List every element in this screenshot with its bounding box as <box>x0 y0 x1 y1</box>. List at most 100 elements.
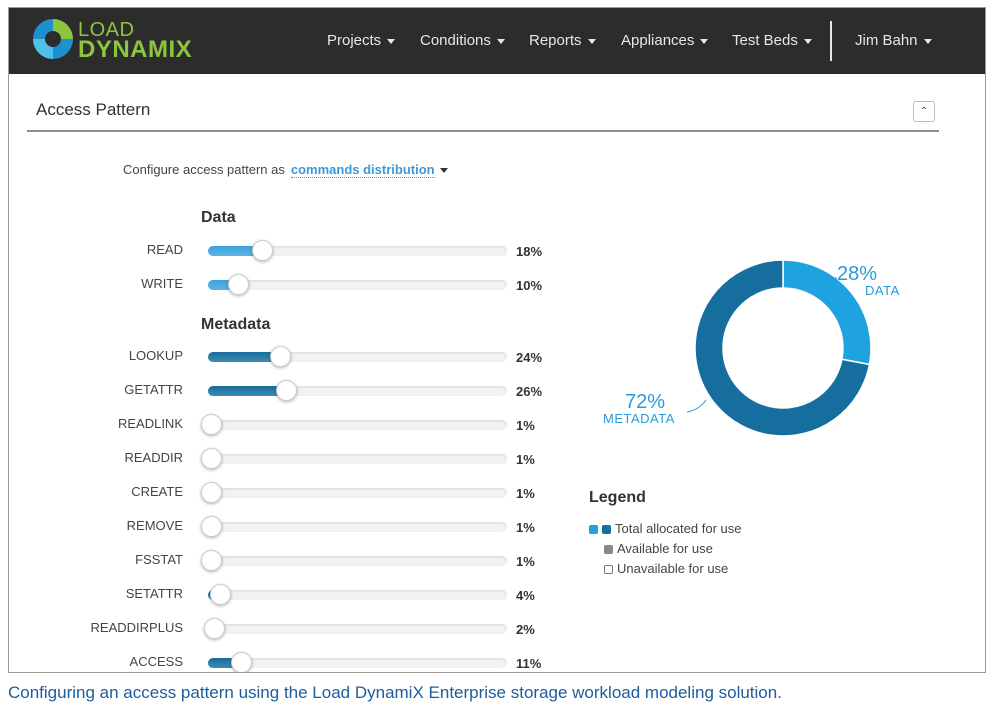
slider-value: 1% <box>516 452 535 467</box>
config-label: Configure access pattern as <box>123 162 285 177</box>
slider-getattr[interactable] <box>208 380 507 401</box>
slider-label: READ <box>146 242 183 257</box>
donut-leader-lines <box>686 277 838 413</box>
slider-value: 2% <box>516 622 535 637</box>
caret-down-icon <box>439 168 448 174</box>
slider-handle[interactable] <box>200 448 222 469</box>
slider-fill <box>208 352 280 362</box>
legend-label: Total allocated for use <box>615 521 742 536</box>
slider-handle[interactable] <box>209 584 231 605</box>
slider-fill <box>208 280 238 290</box>
caret-down-icon <box>923 38 932 44</box>
slider-label: FSSTAT <box>135 552 183 567</box>
caret-down-icon <box>496 38 505 44</box>
nav-reports[interactable]: Reports <box>529 32 596 49</box>
leader-line-data <box>820 277 838 289</box>
double-chevron-up-icon: ⌃ <box>919 106 929 117</box>
slider-handle[interactable] <box>203 618 225 639</box>
slider-handle[interactable] <box>200 516 222 537</box>
legend-swatch <box>604 545 613 554</box>
nav-projects[interactable]: Projects <box>327 32 396 49</box>
slider-label: ACCESS <box>129 654 183 669</box>
slider-label: CREATE <box>131 484 183 499</box>
slider-handle[interactable] <box>227 274 249 295</box>
slider-fsstat[interactable] <box>200 550 507 571</box>
donut-label-metadata-pct: 72% <box>625 391 666 413</box>
divider <box>27 130 939 132</box>
slider-access[interactable] <box>208 652 507 672</box>
slider-fill <box>208 386 286 396</box>
slider-label: READDIRPLUS <box>90 620 183 635</box>
nav-appliances[interactable]: Appliances <box>621 32 709 49</box>
navbar: LOAD DYNAMIX Projects Conditions Reports… <box>9 8 985 74</box>
slider-handle[interactable] <box>200 482 222 503</box>
user-menu[interactable]: Jim Bahn <box>855 32 932 49</box>
legend-label: Unavailable for use <box>617 561 729 576</box>
legend-title: Legend <box>589 489 646 506</box>
legend-item-unavailable: Unavailable for use <box>604 561 728 576</box>
slider-remove[interactable] <box>200 516 507 537</box>
slider-value: 1% <box>516 554 535 569</box>
slider-value: 26% <box>516 384 543 399</box>
slider-value: 1% <box>516 520 535 535</box>
nav-label: Projects <box>327 32 382 49</box>
donut-chart <box>694 259 872 437</box>
slider-readlink[interactable] <box>200 414 507 435</box>
caret-down-icon <box>387 38 396 44</box>
slider-write[interactable] <box>208 274 507 295</box>
legend-swatch <box>602 525 611 534</box>
slider-handle[interactable] <box>230 652 252 672</box>
slider-handle[interactable] <box>251 240 273 261</box>
slider-label: GETATTR <box>124 382 183 397</box>
donut-label-data-pct: 28% <box>837 263 878 285</box>
logo-line2: DYNAMIX <box>78 36 193 63</box>
slider-value: 10% <box>516 278 543 293</box>
slider-label: REMOVE <box>126 518 183 533</box>
panel-title: Access Pattern <box>36 100 151 119</box>
slider-label: SETATTR <box>125 586 183 601</box>
caret-down-icon <box>700 38 709 44</box>
donut-label-metadata: METADATA <box>603 411 675 426</box>
slider-handle[interactable] <box>200 414 222 435</box>
slider-readdir[interactable] <box>200 448 507 469</box>
donut-slice-metadata <box>694 259 871 437</box>
user-name: Jim Bahn <box>855 32 918 49</box>
leader-line-metadata <box>686 399 707 413</box>
caret-down-icon <box>587 38 596 44</box>
slider-label: WRITE <box>141 276 183 291</box>
nav-label: Test Beds <box>732 32 798 49</box>
slider-handle[interactable] <box>200 550 222 571</box>
slider-read[interactable] <box>208 240 507 261</box>
slider-value: 1% <box>516 418 535 433</box>
slider-handle[interactable] <box>275 380 297 401</box>
slider-lookup[interactable] <box>208 346 507 367</box>
section-data-title: Data <box>201 209 236 226</box>
logo[interactable]: LOAD DYNAMIX <box>31 17 201 65</box>
slider-label: READDIR <box>124 450 183 465</box>
slider-value: 11% <box>516 656 542 671</box>
slider-value: 1% <box>516 486 535 501</box>
config-dropdown[interactable]: commands distribution <box>290 162 435 178</box>
donut-label-data: DATA <box>865 283 900 298</box>
nav-conditions[interactable]: Conditions <box>420 32 505 49</box>
nav-label: Reports <box>529 32 582 49</box>
slider-readdirplus[interactable] <box>203 618 507 639</box>
legend-label: Available for use <box>617 541 713 556</box>
slider-label: LOOKUP <box>128 348 183 363</box>
slider-fill <box>208 246 262 256</box>
section-metadata-title: Metadata <box>201 316 271 333</box>
slider-value: 4% <box>516 588 535 603</box>
legend-swatch <box>589 525 598 534</box>
legend-swatch <box>604 565 613 574</box>
nav-label: Appliances <box>621 32 695 49</box>
config-row: Configure access pattern as commands dist… <box>123 162 448 178</box>
nav-test-beds[interactable]: Test Beds <box>732 32 812 49</box>
slider-handle[interactable] <box>269 346 291 367</box>
collapse-button[interactable]: ⌃ <box>913 101 935 122</box>
logo-line1: LOAD <box>78 19 135 41</box>
slider-create[interactable] <box>200 482 507 503</box>
app-window: LOAD DYNAMIX Projects Conditions Reports… <box>8 7 986 673</box>
logo-swirl-icon <box>33 19 73 59</box>
nav-label: Conditions <box>420 32 491 49</box>
slider-setattr[interactable] <box>208 584 507 605</box>
